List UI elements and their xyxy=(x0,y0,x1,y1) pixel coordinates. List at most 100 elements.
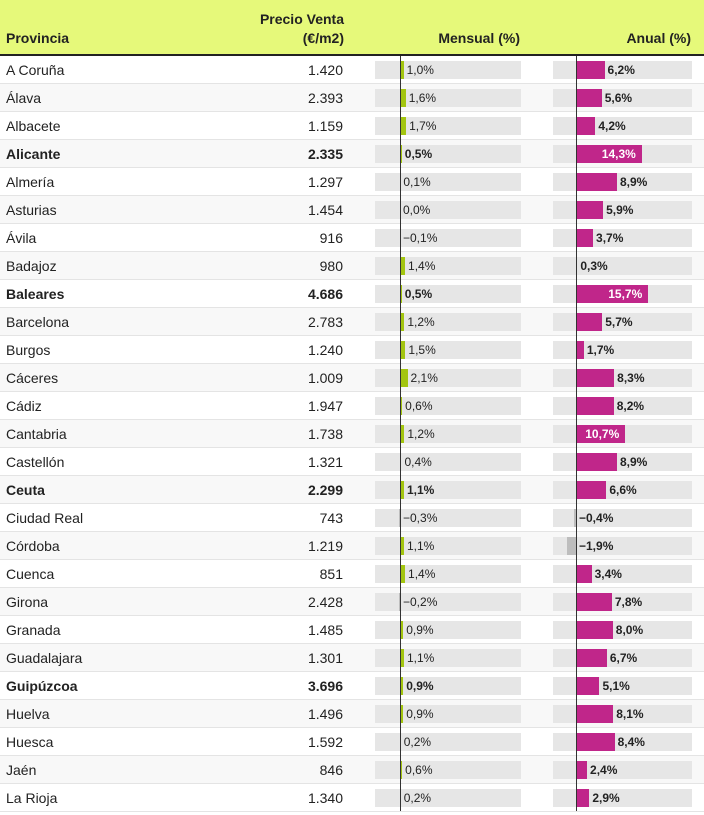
mensual-label: 0,5% xyxy=(404,287,433,301)
anual-bar xyxy=(576,733,615,751)
anual-bar xyxy=(576,789,590,807)
anual-track xyxy=(553,509,692,527)
provincia-cell: La Rioja xyxy=(6,790,58,806)
mensual-label: −0,1% xyxy=(403,231,438,245)
precio-cell: 2.393 xyxy=(307,90,343,106)
anual-label: 5,7% xyxy=(605,315,633,329)
mensual-bar xyxy=(400,89,406,107)
mensual-label: 1,4% xyxy=(408,567,436,581)
mensual-label: 0,1% xyxy=(403,175,431,189)
precio-cell: 2.783 xyxy=(307,314,343,330)
provincia-cell: Asturias xyxy=(6,202,57,218)
anual-label: 6,7% xyxy=(609,651,638,665)
header-mensual: Mensual (%) xyxy=(438,30,520,46)
mensual-label: 1,7% xyxy=(409,119,437,133)
mensual-track xyxy=(375,341,521,359)
anual-label: 14,3% xyxy=(601,147,636,161)
table-row: Badajoz 980 1,4% 0,3% xyxy=(0,252,704,280)
mensual-bar xyxy=(400,761,403,779)
anual-label: −0,4% xyxy=(579,511,614,525)
precio-cell: 846 xyxy=(319,762,343,778)
mensual-track xyxy=(375,565,521,583)
mensual-track xyxy=(375,537,521,555)
table-row: Ávila 916 −0,1% 3,7% xyxy=(0,224,704,252)
provincia-cell: Badajoz xyxy=(6,258,57,274)
mensual-track xyxy=(375,313,521,331)
table-row: Guipúzcoa 3.696 0,9% 5,1% xyxy=(0,672,704,700)
provincia-cell: Almería xyxy=(6,174,55,190)
table-row: Huelva 1.496 0,9% 8,1% xyxy=(0,700,704,728)
precio-cell: 980 xyxy=(319,258,343,274)
mensual-track xyxy=(375,257,521,275)
anual-label: 2,4% xyxy=(590,763,618,777)
anual-label: 8,4% xyxy=(617,735,645,749)
table-row: Granada 1.485 0,9% 8,0% xyxy=(0,616,704,644)
anual-label: 5,6% xyxy=(604,91,633,105)
anual-label: 5,1% xyxy=(602,679,630,693)
anual-label: 1,7% xyxy=(586,343,615,357)
precio-cell: 1.159 xyxy=(307,118,343,134)
anual-label: 8,2% xyxy=(616,399,645,413)
mensual-bar xyxy=(400,705,404,723)
precio-cell: 1.496 xyxy=(307,706,343,722)
mensual-label: 1,6% xyxy=(408,91,437,105)
precio-cell: 1.340 xyxy=(307,790,343,806)
mensual-track xyxy=(375,649,521,667)
mensual-zero-axis xyxy=(400,56,401,811)
provincia-cell: Ceuta xyxy=(6,482,45,498)
table-row: Burgos 1.240 1,5% 1,7% xyxy=(0,336,704,364)
precio-cell: 1.738 xyxy=(307,426,343,442)
mensual-label: 0,9% xyxy=(406,623,434,637)
anual-bar xyxy=(576,621,613,639)
anual-bar xyxy=(576,705,614,723)
table-row: Jaén 846 0,6% 2,4% xyxy=(0,756,704,784)
precio-cell: 1.219 xyxy=(307,538,343,554)
mensual-label: 1,2% xyxy=(407,315,435,329)
header-precio-line1: Precio Venta xyxy=(259,11,344,27)
provincia-cell: Cádiz xyxy=(6,398,42,414)
header-precio-line2: (€/m2) xyxy=(302,30,344,46)
precio-cell: 1.301 xyxy=(307,650,343,666)
provincia-cell: Jaén xyxy=(6,762,37,778)
mensual-track xyxy=(375,369,521,387)
precio-cell: 1.321 xyxy=(307,454,343,470)
mensual-track xyxy=(375,453,521,471)
table-row: Albacete 1.159 1,7% 4,2% xyxy=(0,112,704,140)
mensual-track xyxy=(375,733,521,751)
precio-cell: 916 xyxy=(319,230,343,246)
mensual-label: 0,6% xyxy=(405,763,433,777)
anual-bar xyxy=(576,89,602,107)
anual-label: 6,2% xyxy=(607,63,635,77)
anual-bar xyxy=(576,229,594,247)
table-row: Cantabria 1.738 1,2% 10,7% xyxy=(0,420,704,448)
mensual-bar xyxy=(400,677,404,695)
anual-label: 8,3% xyxy=(617,371,645,385)
provincia-cell: Albacete xyxy=(6,118,61,134)
anual-label: 3,4% xyxy=(594,567,622,581)
anual-label: 6,6% xyxy=(609,483,637,497)
anual-bar xyxy=(576,593,612,611)
anual-bar xyxy=(576,565,592,583)
anual-bar xyxy=(576,201,604,219)
mensual-track xyxy=(375,117,521,135)
precio-cell: 1.485 xyxy=(307,622,343,638)
mensual-track xyxy=(375,145,521,163)
anual-label: 5,9% xyxy=(606,203,634,217)
provincia-cell: Álava xyxy=(6,90,42,106)
anual-bar xyxy=(576,61,605,79)
mensual-label: −0,2% xyxy=(403,595,438,609)
precio-cell: 1.009 xyxy=(307,370,343,386)
mensual-track xyxy=(375,89,521,107)
table-row: Asturias 1.454 0,0% 5,9% xyxy=(0,196,704,224)
precio-cell: 2.299 xyxy=(307,482,343,498)
provincia-cell: Cuenca xyxy=(6,566,55,582)
mensual-label: 2,1% xyxy=(410,371,438,385)
precio-cell: 2.335 xyxy=(307,146,343,162)
mensual-bar xyxy=(400,61,404,79)
provincia-cell: Cáceres xyxy=(6,370,59,386)
mensual-bar xyxy=(400,425,405,443)
provincia-cell: Barcelona xyxy=(6,314,70,330)
mensual-track xyxy=(375,789,521,807)
mensual-bar xyxy=(400,397,403,415)
mensual-bar xyxy=(398,509,400,527)
